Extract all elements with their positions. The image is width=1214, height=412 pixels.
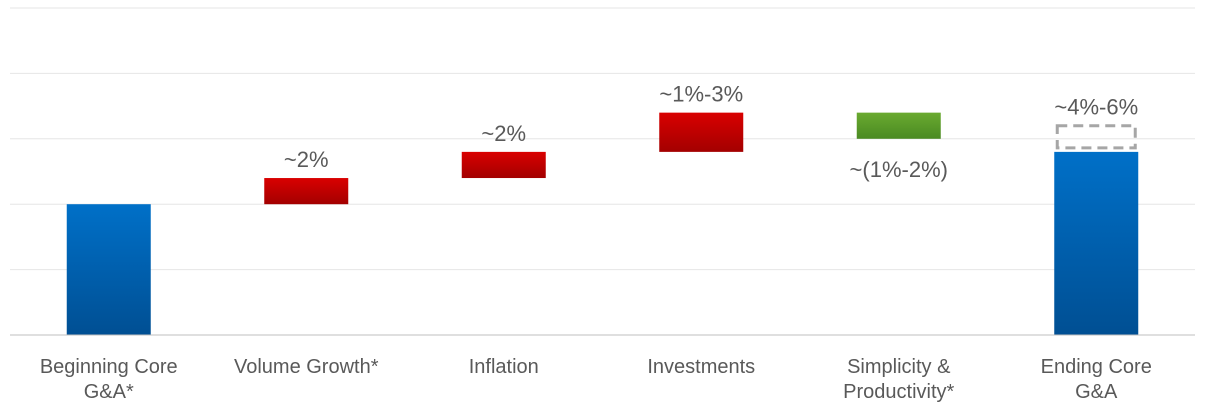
bar-decrease [856, 112, 941, 139]
data-label: ~1%-3% [659, 82, 743, 107]
data-label: ~4%-6% [1054, 95, 1138, 120]
x-tick-label: Inflation [469, 356, 539, 378]
x-tick-label: Beginning Core G&A* [40, 356, 178, 403]
bar-total [1054, 151, 1139, 335]
x-axis: Beginning Core G&A* Volume Growth* Inflatio… [10, 334, 1195, 403]
data-label: ~2% [481, 121, 526, 146]
data-label: ~2% [284, 147, 329, 172]
x-tick-label: Investments [647, 356, 755, 378]
gridlines [10, 7, 1195, 271]
bars [66, 112, 1139, 335]
x-tick-label: Simplicity & Productivity* [843, 356, 954, 403]
bar-total [66, 204, 151, 335]
bar-increase [461, 151, 546, 179]
range-outline [1055, 124, 1137, 150]
bar-increase [659, 112, 744, 152]
data-label: ~(1%-2%) [850, 157, 948, 182]
x-tick-label: Volume Growth* [234, 356, 379, 378]
data-labels: ~2% ~2% ~1%-3% ~(1%-2%) ~4%-6% [284, 82, 1138, 182]
x-tick-label: Ending Core G&A [1041, 356, 1152, 403]
bar-increase [264, 178, 349, 205]
